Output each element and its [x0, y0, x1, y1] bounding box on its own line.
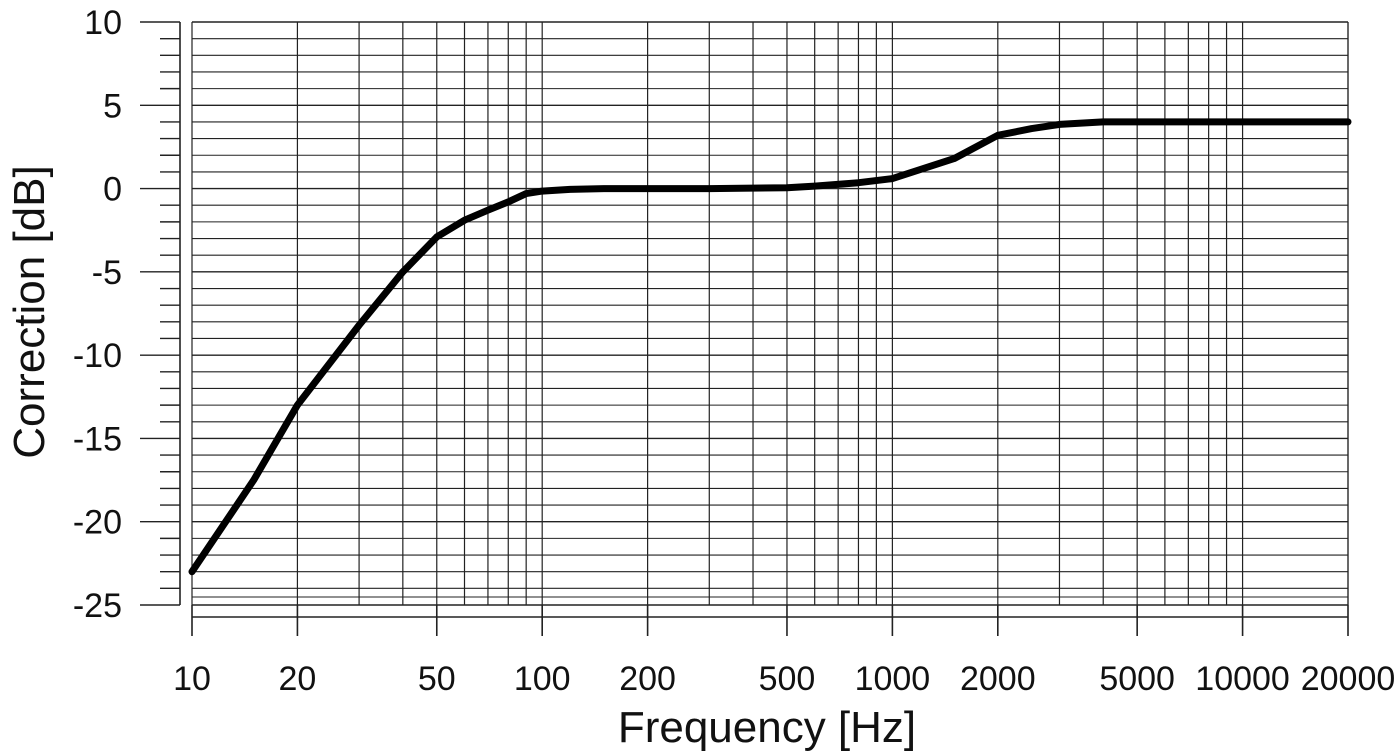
y-tick-label: -15	[73, 420, 122, 458]
y-tick-label: 5	[103, 87, 122, 125]
minor-gridlines	[191, 22, 1349, 605]
x-tick-label: 20000	[1301, 660, 1396, 698]
major-gridlines	[192, 21, 1348, 606]
y-tick-label: 10	[84, 4, 122, 42]
y-tick-labels: 10 5 0 -5 -10 -15 -20 -25	[73, 4, 122, 625]
y-tick-label: -10	[73, 337, 122, 375]
axes	[140, 21, 1349, 636]
x-tick-label: 2000	[960, 660, 1036, 698]
y-tick-label: -20	[73, 504, 122, 542]
x-tick-label: 10	[173, 660, 211, 698]
x-tick-label: 5000	[1099, 660, 1175, 698]
x-tick-label: 1000	[855, 660, 931, 698]
x-tick-label: 50	[418, 660, 456, 698]
x-tick-label: 200	[619, 660, 676, 698]
y-tick-label: -5	[92, 254, 122, 292]
x-tick-label: 10000	[1195, 660, 1290, 698]
x-tick-label: 100	[514, 660, 571, 698]
x-tick-label: 20	[279, 660, 317, 698]
series-layer	[188, 118, 1352, 576]
y-tick-label: 0	[103, 171, 122, 209]
x-tick-label: 500	[759, 660, 816, 698]
y-tick-label: -25	[73, 587, 122, 625]
x-tick-labels: 10 20 50 100 200 500 1000 2000 5000 10000 20000	[173, 660, 1395, 698]
series-line	[188, 118, 1352, 576]
x-axis-title: Frequency [Hz]	[618, 703, 916, 751]
y-axis-title: Correction [dB]	[5, 165, 54, 458]
